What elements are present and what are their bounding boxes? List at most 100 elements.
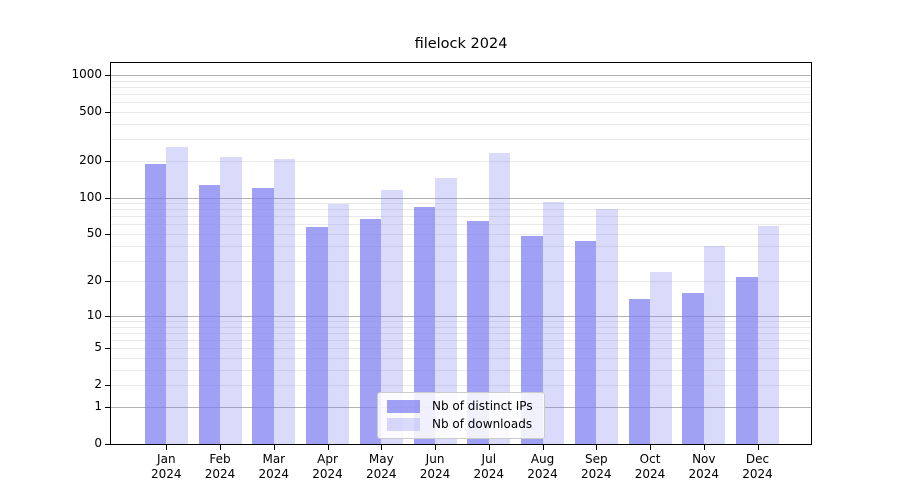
- x-tick-mark: [220, 445, 222, 450]
- gridline-minor: [111, 358, 811, 360]
- legend-label-distinct-ips: Nb of distinct IPs: [432, 399, 533, 413]
- gridline-minor: [111, 260, 811, 262]
- x-tick-label: Jul 2024: [473, 452, 505, 481]
- x-tick-mark: [650, 445, 652, 450]
- bar-downloads-oct: [650, 272, 672, 444]
- gridline-minor: [111, 245, 811, 247]
- gridline-minor: [111, 139, 811, 141]
- bar-downloads-apr: [327, 203, 350, 444]
- x-tick-mark: [703, 445, 705, 450]
- bar-downloads-jun: [435, 178, 457, 444]
- legend-label-downloads: Nb of downloads: [432, 417, 533, 431]
- y-tick-mark: [105, 197, 110, 199]
- bar-downloads-jan: [166, 146, 188, 444]
- bar-downloads-jul: [488, 153, 511, 444]
- gridline-minor: [111, 321, 811, 323]
- gridline-major: [111, 315, 811, 317]
- y-tick-mark: [105, 281, 110, 283]
- x-tick-label: Dec 2024: [742, 452, 773, 481]
- bar-distinct-ips-feb: [198, 184, 221, 444]
- y-tick-mark: [105, 234, 110, 236]
- gridline-minor: [111, 86, 811, 88]
- x-tick-label: Mar 2024: [258, 452, 290, 481]
- y-tick-mark: [105, 444, 110, 445]
- x-tick-mark: [542, 445, 544, 450]
- gridline-minor: [111, 326, 811, 328]
- bar-distinct-ips-nov: [682, 292, 704, 444]
- x-tick-mark: [327, 445, 329, 450]
- gridline-minor: [111, 209, 811, 211]
- x-tick-mark: [166, 445, 168, 450]
- bar-downloads-sep: [596, 208, 618, 444]
- bar-downloads-aug: [542, 201, 565, 444]
- gridline-minor: [111, 332, 811, 334]
- bar-distinct-ips-jul: [467, 221, 489, 444]
- gridline-minor: [111, 80, 811, 82]
- gridline-major: [111, 75, 811, 77]
- y-tick-label: 200: [79, 152, 102, 167]
- x-tick-label: Nov 2024: [688, 452, 720, 481]
- bar-downloads-dec: [757, 226, 780, 444]
- gridline-minor: [111, 340, 811, 342]
- gridline-minor: [111, 281, 811, 283]
- y-tick-mark: [105, 112, 110, 114]
- x-tick-mark: [273, 445, 275, 450]
- y-tick-label: 0: [94, 436, 102, 450]
- gridline-minor: [111, 112, 811, 114]
- legend-swatch-distinct-ips: [387, 400, 420, 413]
- x-tick-mark: [596, 445, 598, 450]
- x-tick-label: Feb 2024: [204, 452, 236, 481]
- bar-distinct-ips-sep: [574, 240, 597, 444]
- legend-item-distinct-ips: Nb of distinct IPs: [378, 400, 544, 413]
- x-tick-label: May 2024: [366, 452, 397, 481]
- y-tick-label: 5: [94, 340, 102, 355]
- y-tick-mark: [105, 75, 110, 77]
- bar-distinct-ips-oct: [628, 299, 651, 444]
- gridline-minor: [111, 385, 811, 387]
- plot-area: Nb of distinct IPs Nb of downloads: [110, 62, 812, 445]
- x-tick-mark: [488, 445, 490, 450]
- x-tick-mark: [435, 445, 437, 450]
- gridline-minor: [111, 224, 811, 226]
- gridline-major: [111, 197, 811, 199]
- bar-distinct-ips-jan: [144, 164, 167, 444]
- legend-swatch-downloads: [387, 418, 420, 431]
- x-tick-label: Jan 2024: [151, 452, 182, 481]
- gridline-minor: [111, 160, 811, 162]
- gridline-minor: [111, 203, 811, 205]
- bar-distinct-ips-mar: [252, 187, 274, 444]
- bar-downloads-may: [381, 190, 403, 444]
- bar-distinct-ips-jun: [413, 207, 436, 444]
- x-tick-mark: [757, 445, 759, 450]
- bar-downloads-mar: [273, 159, 296, 444]
- legend: Nb of distinct IPs Nb of downloads: [377, 392, 545, 439]
- y-tick-label: 10: [86, 307, 102, 322]
- bar-distinct-ips-may: [359, 218, 382, 444]
- x-tick-label: Sep 2024: [581, 452, 612, 481]
- y-tick-label: 1000: [71, 67, 102, 82]
- gridline-minor: [111, 348, 811, 350]
- x-tick-label: Oct 2024: [634, 452, 666, 481]
- y-tick-mark: [105, 406, 110, 408]
- legend-item-downloads: Nb of downloads: [378, 418, 544, 431]
- gridline-minor: [111, 102, 811, 104]
- gridline-minor: [111, 234, 811, 236]
- gridline-minor: [111, 123, 811, 125]
- y-tick-mark: [105, 348, 110, 350]
- bar-distinct-ips-dec: [736, 276, 758, 444]
- x-tick-mark: [381, 445, 383, 450]
- gridline-minor: [111, 369, 811, 371]
- bar-downloads-nov: [703, 245, 726, 444]
- bar-distinct-ips-apr: [306, 227, 328, 444]
- y-tick-label: 50: [86, 226, 102, 241]
- chart-title: filelock 2024: [414, 36, 508, 52]
- y-tick-mark: [105, 315, 110, 317]
- x-tick-label: Jun 2024: [419, 452, 451, 481]
- gridline-minor: [111, 216, 811, 218]
- y-tick-label: 500: [79, 104, 102, 119]
- y-tick-label: 20: [86, 273, 102, 288]
- y-tick-label: 100: [79, 189, 102, 204]
- y-tick-label: 2: [94, 377, 102, 392]
- y-tick-mark: [105, 160, 110, 162]
